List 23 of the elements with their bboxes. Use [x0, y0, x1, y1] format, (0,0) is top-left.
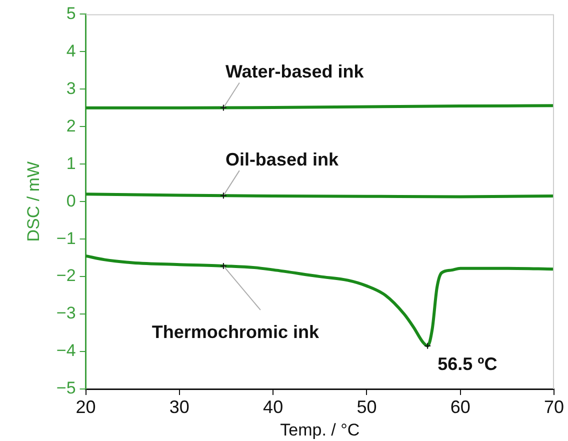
y-tick-label: 2: [66, 116, 76, 136]
y-tick-label: 5: [66, 4, 76, 23]
y-tick-label: −1: [56, 228, 76, 248]
x-tick-label: 40: [263, 396, 284, 417]
y-tick-label: 1: [66, 154, 76, 173]
annotation: 56.5 ºC: [438, 354, 498, 374]
y-tick-label: −5: [56, 378, 76, 398]
y-tick-label: 4: [66, 41, 76, 60]
y-tick-label: −4: [56, 341, 76, 360]
series-label: Water-based ink: [225, 62, 365, 82]
x-axis-title: Temp. / °C: [280, 420, 360, 440]
series-label: Oil-based ink: [225, 150, 340, 170]
x-tick-label: 60: [450, 396, 470, 417]
text: Thermochromic ink: [152, 322, 320, 342]
y-axis-title: DSC / mW: [24, 161, 43, 242]
x-tick-label: 70: [544, 396, 564, 417]
y-tick-label: −3: [56, 304, 76, 323]
x-tick-label: 30: [169, 396, 190, 417]
y-tick-label: 3: [66, 78, 76, 98]
y-tick-label: −2: [56, 266, 76, 286]
y-tick-label: 0: [66, 191, 76, 210]
x-tick-label: 20: [76, 396, 96, 417]
x-tick-label: 50: [356, 396, 377, 417]
